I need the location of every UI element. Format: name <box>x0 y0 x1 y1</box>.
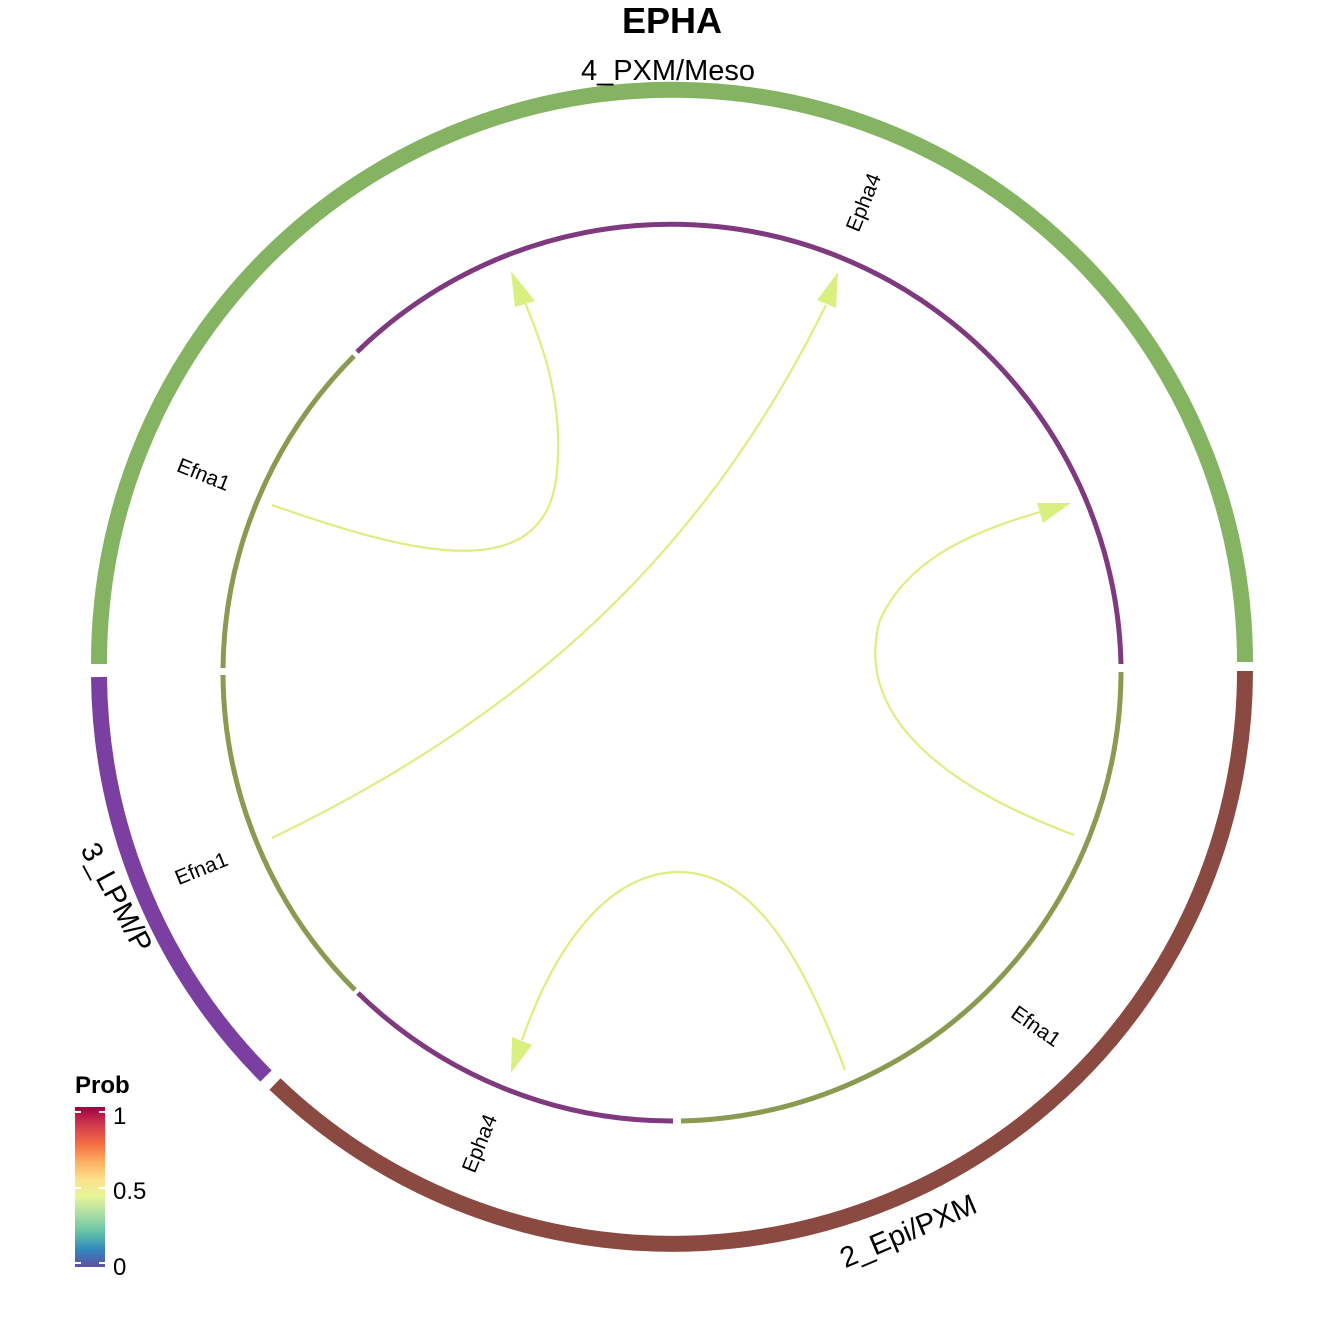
link-efna1-lpm-to-epha4-pxm <box>271 304 827 839</box>
group-arc-lpm-p <box>91 676 272 1082</box>
sector-arc-efna1-epi <box>680 671 1124 1124</box>
gene-label-epha4-pxm: Epha4 <box>842 170 886 235</box>
sector-arc-efna1-lpm <box>220 674 357 992</box>
link-arrowhead <box>511 1037 532 1073</box>
link-arrowhead <box>817 272 838 308</box>
link-efna1-epi-to-epha4-epi <box>520 870 847 1071</box>
gene-label-efna1-lpm: Efna1 <box>172 848 232 890</box>
group-arc-pxm-meso <box>90 82 1253 665</box>
gene-label-epha4-epi: Epha4 <box>458 1111 502 1176</box>
legend-title: Prob <box>75 1072 130 1099</box>
group-arc-epi-pxm <box>269 670 1253 1252</box>
chart-title: EPHA <box>622 0 722 41</box>
legend-tick-1: 1 <box>113 1103 126 1130</box>
link-efna1-epi-to-epha4-pxm <box>874 510 1075 837</box>
link-arrowhead <box>1037 503 1071 523</box>
legend-tick-0: 0 <box>113 1254 126 1281</box>
link-arrowhead <box>511 271 535 307</box>
sector-arc-efna1-pxm <box>220 354 356 669</box>
group-label-pxm-meso: 4_PXM/Meso <box>581 55 755 87</box>
links <box>271 271 1075 1073</box>
sector-arc-epha4-epi <box>356 991 674 1124</box>
legend: Prob 1 0.5 0 <box>75 1072 146 1281</box>
legend-tick-0-5: 0.5 <box>113 1178 146 1205</box>
link-efna1-pxm-to-epha4-pxm <box>271 299 560 552</box>
group-label-epi-pxm: 2_Epi/PXM <box>835 1189 981 1275</box>
gene-label-efna1-epi: Efna1 <box>1007 1002 1065 1052</box>
sector-arc-epha4-pxm <box>355 221 1124 665</box>
gene-label-efna1-pxm: Efna1 <box>174 454 234 496</box>
